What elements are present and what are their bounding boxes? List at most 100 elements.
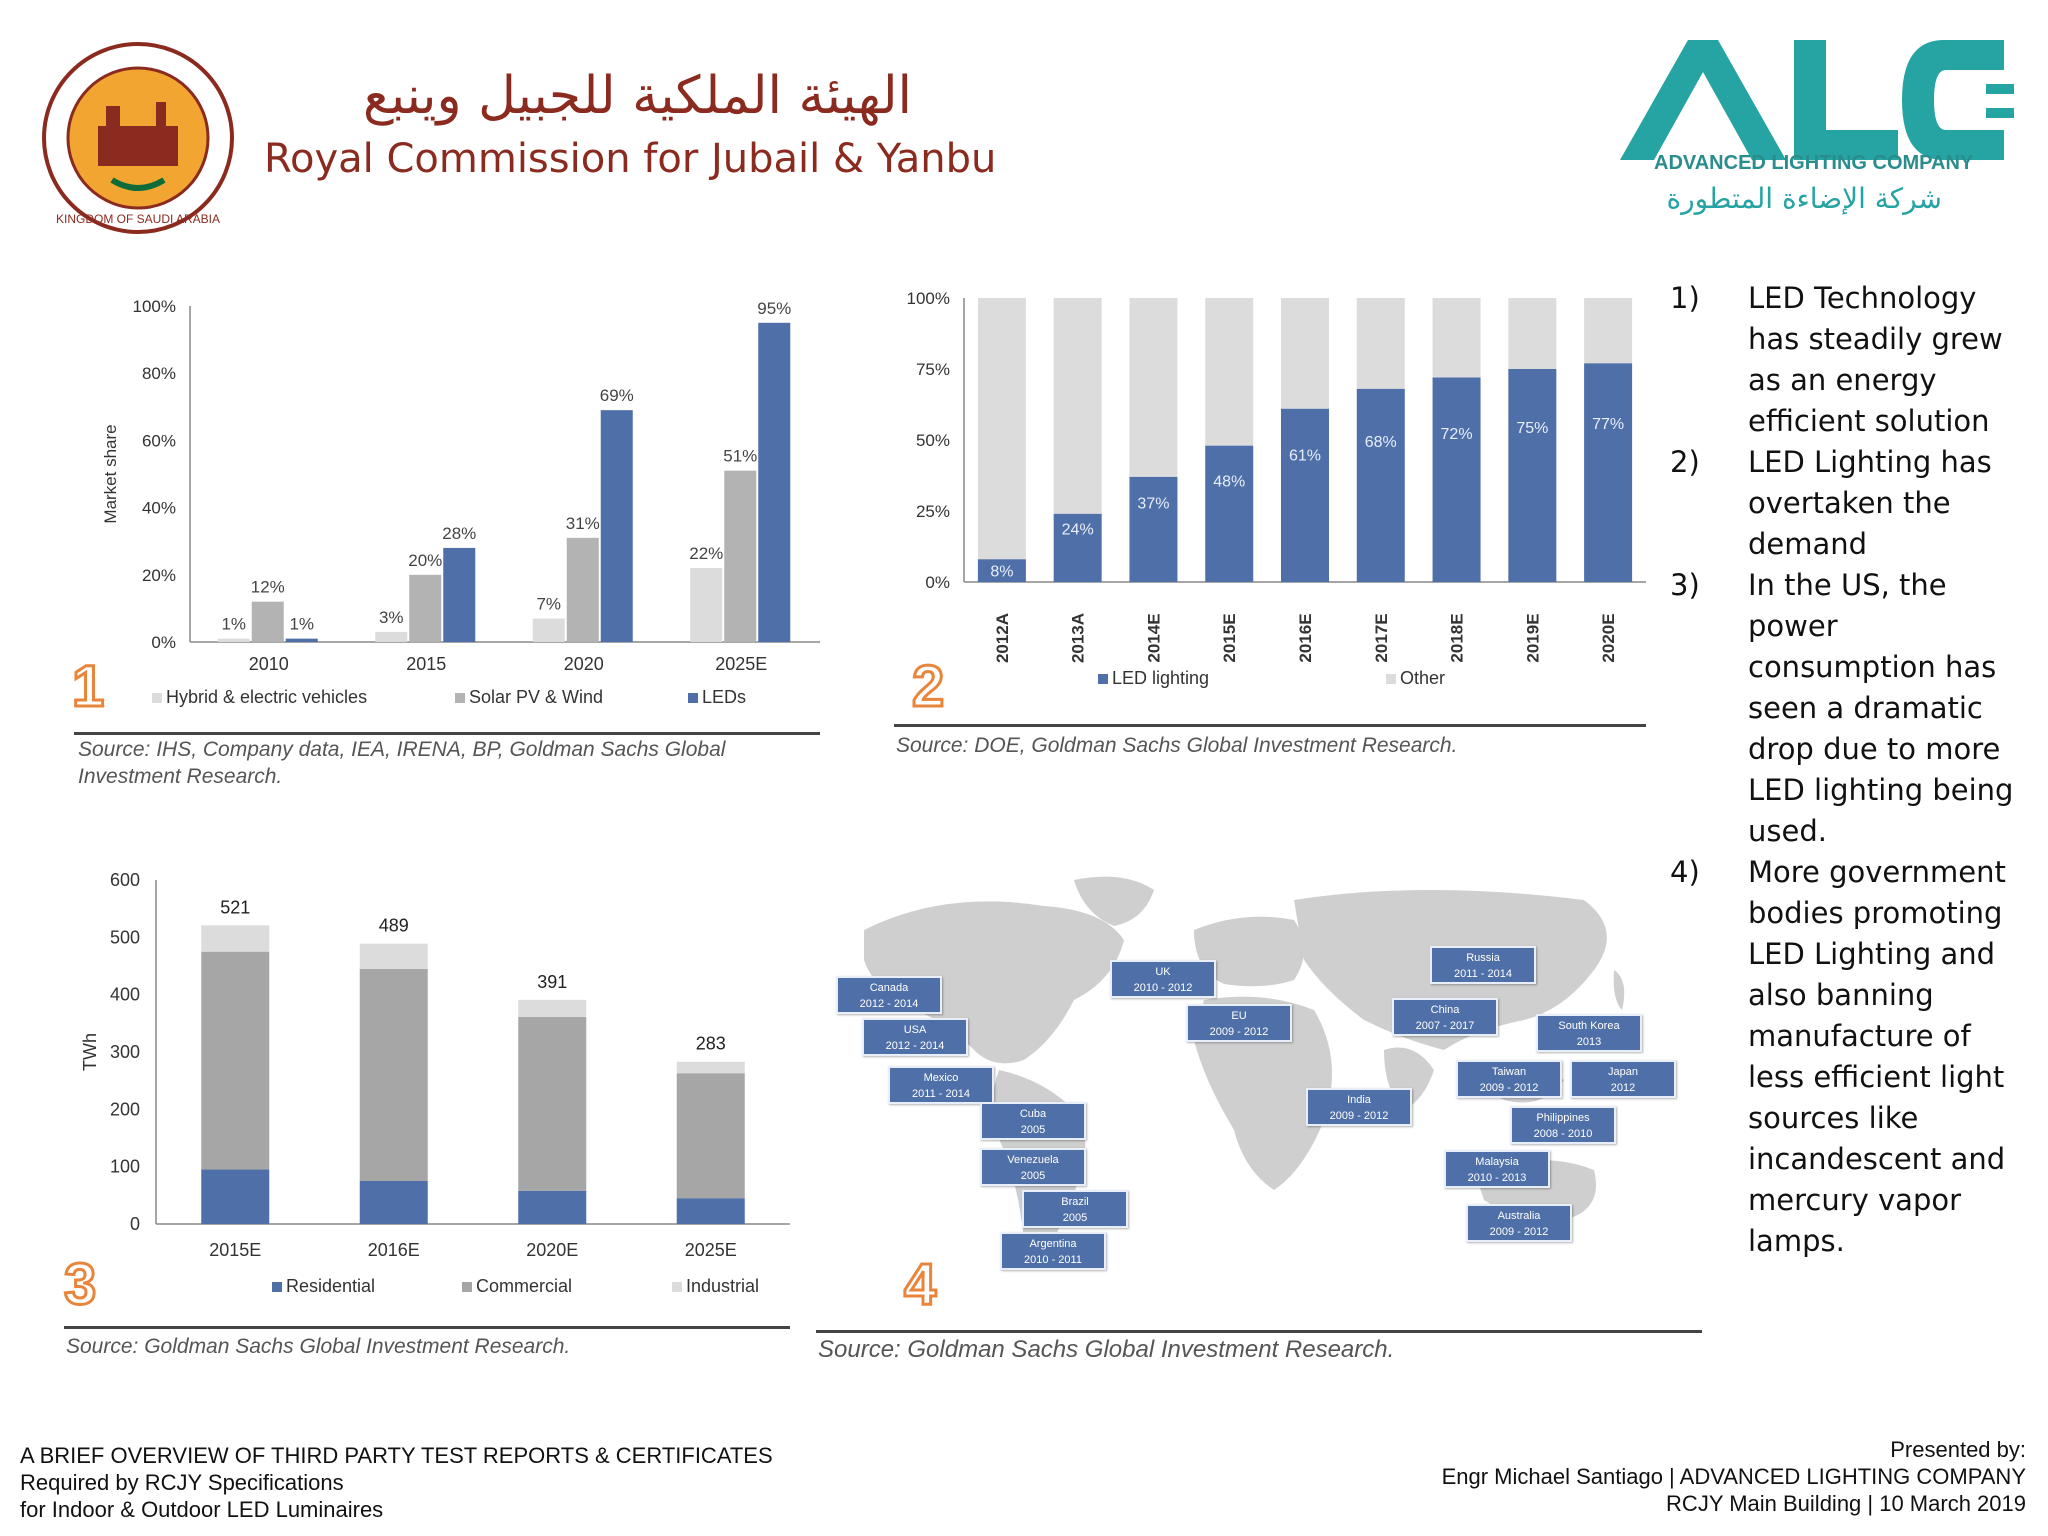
key-point-2: 2) LED Lighting has overtaken the demand [1670,442,2030,565]
map-country-name: Brazil [1061,1196,1089,1208]
panel-2-source: Source: DOE, Goldman Sachs Global Invest… [896,734,1458,757]
legend-label: Solar PV & Wind [469,687,603,707]
map-country-label: UK 2010 - 2012 [1110,960,1216,998]
presenter-name: Engr Michael Santiago | ADVANCED LIGHTIN… [1441,1464,2026,1489]
chart-market-share: 0%20%40%60%80%100%Market share1%12%1%201… [101,297,820,707]
bar-value-label: 22% [689,544,723,563]
alc-name-arabic: شركة الإضاءة المتطورة [1666,182,1942,215]
panel-number-3: 3 [62,1252,97,1317]
bar [532,618,565,642]
bar [409,574,442,642]
rc-seal-graphic: KINGDOM OF SAUDI ARABIA [42,42,234,234]
bar-value-label: 12% [251,578,285,597]
map-country-years: 2012 - 2014 [859,998,919,1010]
bar-value-label: 37% [1137,495,1169,512]
key-point-text: LED Lighting has overtaken the demand [1748,445,1992,561]
bar-led [1129,476,1178,582]
bar-other [1432,298,1481,378]
x-tick-label: 2016E [368,1240,420,1260]
bar-other [977,298,1026,560]
map-country-label: USA 2012 - 2014 [862,1018,968,1056]
map-country-name: Philippines [1536,1112,1590,1124]
legend-swatch [152,693,162,703]
bar [251,601,284,642]
footer-right: Presented by: Engr Michael Santiago | AD… [1442,1436,2026,1517]
y-tick-label: 0% [925,573,950,592]
bar-led [977,559,1026,582]
y-axis-label: Market share [101,424,120,523]
map-country-label: China 2007 - 2017 [1392,998,1498,1036]
bar-value-label: 69% [600,386,634,405]
bar-value-label: 48% [1213,474,1245,491]
legend-label: LED lighting [1112,668,1209,688]
panel-4-divider [816,1330,1702,1333]
presented-by-label: Presented by: [1890,1437,2026,1462]
legend-label: Commercial [476,1276,572,1296]
map-country-label: Argentina 2010 - 2011 [1000,1232,1106,1270]
presentation-venue-date: RCJY Main Building | 10 March 2019 [1666,1491,2026,1516]
y-tick-label: 40% [142,499,176,518]
bar-value-label: 24% [1062,521,1094,538]
bar-segment [201,925,270,952]
map-country-name: EU [1231,1010,1247,1022]
bar-led [1356,388,1405,582]
legend-swatch [688,693,698,703]
map-country-years: 2012 - 2014 [885,1040,945,1052]
x-tick-label: 2020E [1599,613,1618,662]
bar-value-label: 28% [442,524,476,543]
bar-segment [359,968,428,1181]
bar-value-label: 72% [1441,426,1473,443]
legend-label: Industrial [686,1276,759,1296]
y-tick-label: 80% [142,364,176,383]
bar-value-label: 8% [990,563,1013,580]
y-tick-label: 400 [110,985,140,1005]
bar-segment [518,1017,587,1191]
x-tick-label: 2015E [1220,613,1239,662]
alc-logo-mark [1620,40,2014,160]
map-country-label: Venezuela 2005 [980,1148,1086,1186]
legend-swatch [1386,674,1396,684]
bar-value-label: 51% [723,447,757,466]
bar [285,638,318,642]
bar-value-label: 1% [289,615,314,634]
x-tick-label: 2020E [526,1240,578,1260]
y-tick-label: 200 [110,1099,140,1119]
y-axis-label: TWh [80,1033,100,1071]
legend-swatch [462,1282,472,1292]
map-country-name: Cuba [1019,1108,1047,1120]
bar-value-label: 20% [408,551,442,570]
panel-3-divider [64,1326,790,1329]
map-country-years: 2009 - 2012 [1209,1026,1269,1038]
x-tick-label: 2017E [1372,613,1391,662]
map-country-label: Taiwan 2009 - 2012 [1456,1060,1562,1098]
key-point-4: 4) More government bodies promoting LED L… [1670,852,2030,1262]
bar-total-label: 391 [537,972,567,992]
y-tick-label: 100% [907,289,950,308]
alc-logo: ADVANCED LIGHTING COMPANY شركة الإضاءة ا… [1614,32,2020,232]
map-country-name: India [1347,1094,1371,1106]
map-country-name: USA [903,1024,927,1036]
x-tick-label: 2016E [1296,613,1315,662]
map-country-label: EU 2009 - 2012 [1186,1004,1292,1042]
bar-segment [676,1198,745,1224]
bar-led [1205,445,1254,582]
bar [566,537,599,642]
map-country-name: Canada [869,982,909,994]
map-country-label: Philippines 2008 - 2010 [1510,1106,1616,1144]
bar-value-label: 7% [536,594,561,613]
bar [600,410,633,642]
bar-led [1508,369,1557,582]
bar-other [1508,298,1557,369]
legend-label: LEDs [702,687,746,707]
bar-segment [201,951,270,1170]
y-tick-label: 100% [133,297,176,316]
bar-value-label: 31% [566,514,600,533]
map-country-years: 2010 - 2011 [1024,1254,1082,1266]
seal-text: KINGDOM OF SAUDI ARABIA [56,212,220,226]
y-tick-label: 300 [110,1042,140,1062]
bar-value-label: 68% [1365,434,1397,451]
map-country-name: Argentina [1029,1238,1077,1250]
bar-value-label: 75% [1516,420,1548,437]
y-tick-label: 25% [916,502,950,521]
map-country-years: 2005 [1020,1124,1046,1136]
